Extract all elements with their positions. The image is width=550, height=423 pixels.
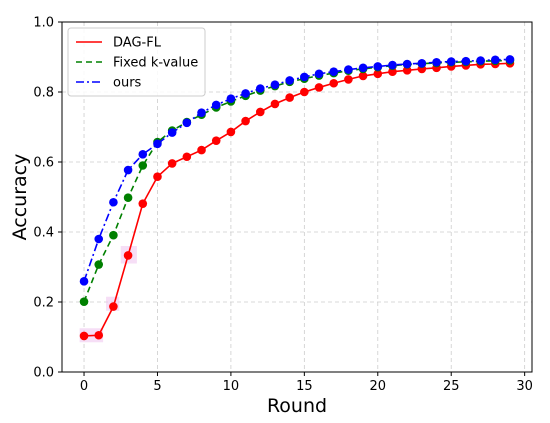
series-point bbox=[138, 161, 148, 170]
y-tick-label: 0.0 bbox=[33, 366, 54, 381]
x-axis-title: Round bbox=[267, 395, 327, 417]
x-tick-label: 20 bbox=[370, 379, 387, 394]
series-point bbox=[167, 128, 177, 137]
series-point bbox=[138, 199, 148, 208]
x-tick-label: 10 bbox=[223, 379, 240, 394]
series-point bbox=[476, 56, 485, 65]
series-point bbox=[388, 67, 397, 76]
y-tick-label: 0.4 bbox=[33, 226, 54, 241]
legend-label: ours bbox=[113, 76, 142, 91]
series-point bbox=[446, 57, 456, 66]
series-point bbox=[109, 197, 118, 207]
series-point bbox=[123, 251, 133, 260]
series-point bbox=[255, 84, 265, 93]
legend-label: DAG-FL bbox=[113, 36, 162, 51]
series-point bbox=[329, 67, 339, 76]
series-point bbox=[123, 165, 133, 175]
series-point bbox=[300, 87, 309, 97]
plot-frame bbox=[61, 21, 533, 373]
series-point bbox=[197, 145, 206, 155]
x-tick-label: 0 bbox=[80, 379, 88, 394]
series-point bbox=[182, 118, 192, 128]
series-2 bbox=[79, 55, 515, 286]
series-layer bbox=[79, 55, 515, 341]
series-point bbox=[197, 108, 206, 117]
y-tick-label: 0.8 bbox=[33, 86, 54, 101]
series-point bbox=[109, 302, 118, 311]
series-point bbox=[285, 93, 294, 102]
series-point bbox=[94, 330, 104, 340]
series-point bbox=[241, 116, 250, 126]
axis-ticks: 0 5 10 15 20 25 30 0.0 0.2 0.4 0.6 0.8 1.0 bbox=[33, 16, 533, 395]
series-point bbox=[490, 55, 500, 65]
y-axis-title: Accuracy bbox=[9, 154, 31, 241]
x-tick-label: 30 bbox=[516, 379, 533, 394]
series-point bbox=[138, 150, 148, 159]
y-tick-label: 0.6 bbox=[33, 156, 54, 171]
series-point bbox=[182, 152, 192, 162]
series-point bbox=[388, 60, 397, 70]
series-point bbox=[211, 136, 221, 145]
x-tick-label: 15 bbox=[296, 379, 313, 394]
series-point bbox=[505, 55, 515, 64]
series-point bbox=[270, 99, 280, 109]
series-point bbox=[79, 297, 89, 306]
series-point bbox=[373, 69, 383, 79]
series-point bbox=[402, 59, 412, 69]
series-point bbox=[285, 76, 294, 85]
series-point bbox=[167, 159, 177, 168]
y-tick-label: 0.2 bbox=[33, 296, 54, 311]
x-tick-label: 5 bbox=[153, 379, 161, 394]
y-tick-label: 1.0 bbox=[33, 16, 54, 31]
series-point bbox=[358, 71, 368, 81]
series-point bbox=[94, 234, 104, 244]
legend-label: Fixed k-value bbox=[113, 56, 198, 71]
series-point bbox=[373, 62, 383, 71]
series-point bbox=[153, 139, 162, 149]
series-point bbox=[270, 80, 280, 89]
series-point bbox=[211, 100, 221, 110]
series-point bbox=[300, 72, 309, 82]
series-point bbox=[432, 57, 441, 67]
series-point bbox=[358, 63, 368, 73]
series-point bbox=[79, 277, 89, 286]
series-point bbox=[153, 172, 162, 181]
series-point bbox=[402, 66, 412, 75]
legend: DAG-FL Fixed k-value ours bbox=[67, 27, 206, 97]
series-point bbox=[344, 65, 353, 74]
series-point bbox=[79, 331, 89, 341]
series-point bbox=[255, 107, 265, 117]
series-point bbox=[329, 78, 339, 88]
series-point bbox=[226, 94, 236, 103]
series-point bbox=[417, 59, 427, 68]
series-point bbox=[344, 75, 353, 84]
series-point bbox=[241, 89, 250, 98]
series-point bbox=[461, 56, 471, 66]
series-point bbox=[94, 260, 104, 269]
series-point bbox=[109, 230, 118, 240]
series-point bbox=[226, 127, 236, 137]
series-point bbox=[314, 69, 324, 79]
series-point bbox=[314, 83, 324, 92]
series-point bbox=[123, 193, 133, 202]
legend-box bbox=[67, 27, 206, 97]
x-tick-label: 25 bbox=[443, 379, 460, 394]
